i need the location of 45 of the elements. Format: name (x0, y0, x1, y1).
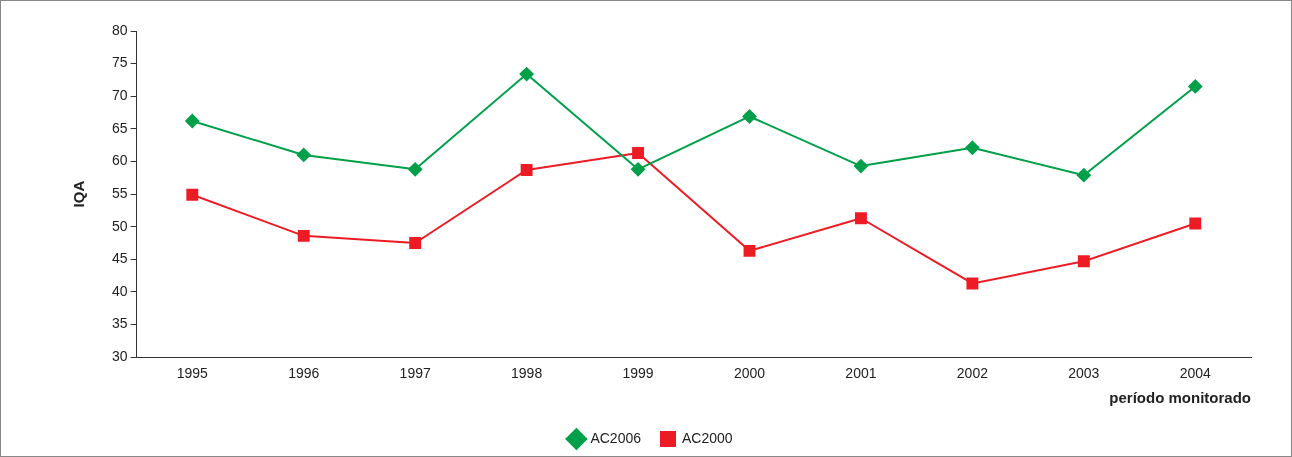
point (631, 162, 646, 177)
y-tick-label: 60 (111, 152, 128, 169)
y-tick-label: 50 (111, 217, 128, 234)
point (855, 212, 867, 225)
point (1189, 217, 1202, 230)
point (186, 188, 199, 201)
x-tick-label: 2004 (1179, 365, 1212, 382)
point (297, 229, 310, 242)
y-tick-label: 80 (111, 21, 128, 38)
point (743, 244, 756, 257)
x-tick-label: 1999 (622, 365, 654, 382)
point (520, 164, 533, 176)
x-tick-label: 1995 (176, 365, 209, 382)
point (408, 162, 423, 177)
point (519, 67, 534, 82)
x-tick-label: 1997 (399, 365, 431, 382)
point (185, 114, 200, 129)
y-tick-label: 75 (111, 54, 128, 71)
point (296, 147, 311, 162)
x-axis-title: período monitorado (1109, 389, 1251, 407)
point (742, 109, 757, 124)
x-tick-label: 2000 (733, 365, 766, 382)
x-tick-label: 1998 (511, 365, 543, 382)
y-tick-label: 70 (111, 87, 128, 104)
point (965, 140, 980, 155)
y-tick-label: 65 (111, 119, 128, 136)
x-tick-label: 2002 (956, 365, 989, 382)
y-tick-label: 30 (111, 348, 128, 365)
point (1188, 79, 1203, 94)
y-tick-label: 40 (111, 282, 128, 299)
x-tick-label: 2003 (1068, 365, 1100, 382)
point (853, 159, 868, 174)
y-tick-label: 45 (111, 250, 128, 267)
point (1077, 255, 1090, 268)
point (1076, 168, 1091, 183)
y-axis-title: IQA (70, 180, 88, 208)
point (966, 277, 979, 290)
y-tick-label: 35 (111, 315, 128, 332)
y-tick-label: 55 (111, 184, 128, 201)
point (632, 147, 645, 159)
x-tick-label: 1996 (288, 365, 320, 382)
point (409, 237, 422, 249)
legend-label: AC2000 (682, 429, 733, 446)
legend-label: AC2006 (590, 429, 642, 446)
x-tick-label: 2001 (845, 365, 877, 382)
